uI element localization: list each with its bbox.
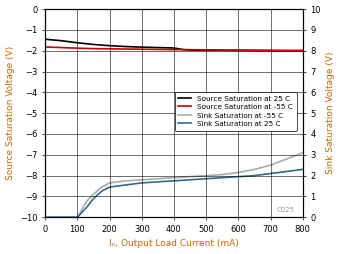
Sink Saturation at -55 C	[204, 174, 208, 177]
Sink Saturation at 25 C	[107, 185, 112, 188]
Sink Saturation at 25 C	[252, 174, 256, 177]
Source Saturation at 25 C	[156, 46, 160, 49]
Sink Saturation at 25 C	[124, 183, 128, 186]
Source Saturation at 25 C	[268, 49, 272, 52]
Sink Saturation at -55 C	[75, 216, 79, 219]
Sink Saturation at -55 C	[100, 185, 104, 188]
Source Saturation at -55 C	[43, 45, 47, 49]
Sink Saturation at -55 C	[140, 178, 144, 181]
Sink Saturation at 25 C	[140, 181, 144, 184]
Source Saturation at -55 C	[172, 48, 176, 51]
Sink Saturation at 25 C	[285, 170, 289, 173]
Sink Saturation at 25 C	[59, 216, 63, 219]
Source Saturation at -55 C	[204, 48, 208, 51]
Source Saturation at -55 C	[156, 48, 160, 51]
Source Saturation at 25 C	[59, 39, 63, 42]
Sink Saturation at 25 C	[204, 177, 208, 180]
Sink Saturation at 25 C	[91, 197, 95, 200]
Sink Saturation at -55 C	[124, 179, 128, 182]
Source Saturation at -55 C	[285, 49, 289, 52]
Sink Saturation at 25 C	[100, 190, 104, 193]
Sink Saturation at -55 C	[301, 151, 305, 154]
Source Saturation at -55 C	[220, 49, 224, 52]
Text: C025: C025	[277, 207, 295, 213]
Source Saturation at 25 C	[252, 49, 256, 52]
Sink Saturation at 25 C	[172, 179, 176, 182]
Source Saturation at 25 C	[182, 48, 186, 51]
Sink Saturation at 25 C	[236, 175, 240, 178]
Sink Saturation at -55 C	[91, 193, 95, 196]
Line: Source Saturation at 25 C: Source Saturation at 25 C	[45, 39, 303, 51]
Sink Saturation at 25 C	[301, 168, 305, 171]
Source Saturation at -55 C	[188, 48, 192, 51]
Sink Saturation at -55 C	[172, 176, 176, 179]
Line: Sink Saturation at 25 C: Sink Saturation at 25 C	[45, 169, 303, 217]
Source Saturation at -55 C	[301, 49, 305, 52]
Source Saturation at 25 C	[285, 49, 289, 52]
Source Saturation at 25 C	[220, 49, 224, 52]
Sink Saturation at -55 C	[85, 199, 89, 202]
Source Saturation at 25 C	[236, 49, 240, 52]
Source Saturation at -55 C	[91, 47, 95, 50]
Sink Saturation at 25 C	[188, 178, 192, 181]
Sink Saturation at 25 C	[85, 205, 89, 208]
Source Saturation at -55 C	[59, 46, 63, 49]
Sink Saturation at -55 C	[285, 157, 289, 161]
Source Saturation at 25 C	[301, 49, 305, 52]
Sink Saturation at -55 C	[236, 171, 240, 174]
Sink Saturation at 25 C	[75, 216, 79, 219]
Source Saturation at 25 C	[172, 46, 176, 50]
Sink Saturation at -55 C	[59, 216, 63, 219]
Source Saturation at 25 C	[107, 44, 112, 47]
Sink Saturation at -55 C	[107, 181, 112, 184]
Sink Saturation at 25 C	[268, 172, 272, 175]
Sink Saturation at 25 C	[43, 216, 47, 219]
Sink Saturation at -55 C	[268, 164, 272, 167]
Sink Saturation at -55 C	[156, 177, 160, 180]
Source Saturation at -55 C	[236, 49, 240, 52]
Source Saturation at -55 C	[252, 49, 256, 52]
Source Saturation at -55 C	[140, 48, 144, 51]
Sink Saturation at -55 C	[188, 175, 192, 178]
Source Saturation at 25 C	[75, 41, 79, 44]
Y-axis label: Sink Saturation Voltage (V): Sink Saturation Voltage (V)	[326, 52, 336, 174]
Source Saturation at -55 C	[75, 47, 79, 50]
Source Saturation at -55 C	[107, 47, 112, 50]
Sink Saturation at -55 C	[43, 216, 47, 219]
Source Saturation at 25 C	[140, 46, 144, 49]
Source Saturation at 25 C	[124, 45, 128, 48]
Source Saturation at -55 C	[268, 49, 272, 52]
Sink Saturation at -55 C	[252, 168, 256, 171]
Sink Saturation at 25 C	[156, 180, 160, 183]
X-axis label: Iₒ, Output Load Current (mA): Iₒ, Output Load Current (mA)	[109, 240, 239, 248]
Source Saturation at 25 C	[43, 38, 47, 41]
Line: Sink Saturation at -55 C: Sink Saturation at -55 C	[45, 153, 303, 217]
Sink Saturation at -55 C	[220, 173, 224, 176]
Y-axis label: Source Saturation Voltage (V): Source Saturation Voltage (V)	[5, 46, 15, 180]
Source Saturation at 25 C	[204, 49, 208, 52]
Sink Saturation at 25 C	[220, 176, 224, 179]
Legend: Source Saturation at 25 C, Source Saturation at -55 C, Sink Saturation at -55 C,: Source Saturation at 25 C, Source Satura…	[175, 92, 297, 131]
Source Saturation at 25 C	[188, 49, 192, 52]
Line: Source Saturation at -55 C: Source Saturation at -55 C	[45, 47, 303, 51]
Source Saturation at -55 C	[124, 47, 128, 51]
Source Saturation at 25 C	[91, 43, 95, 46]
